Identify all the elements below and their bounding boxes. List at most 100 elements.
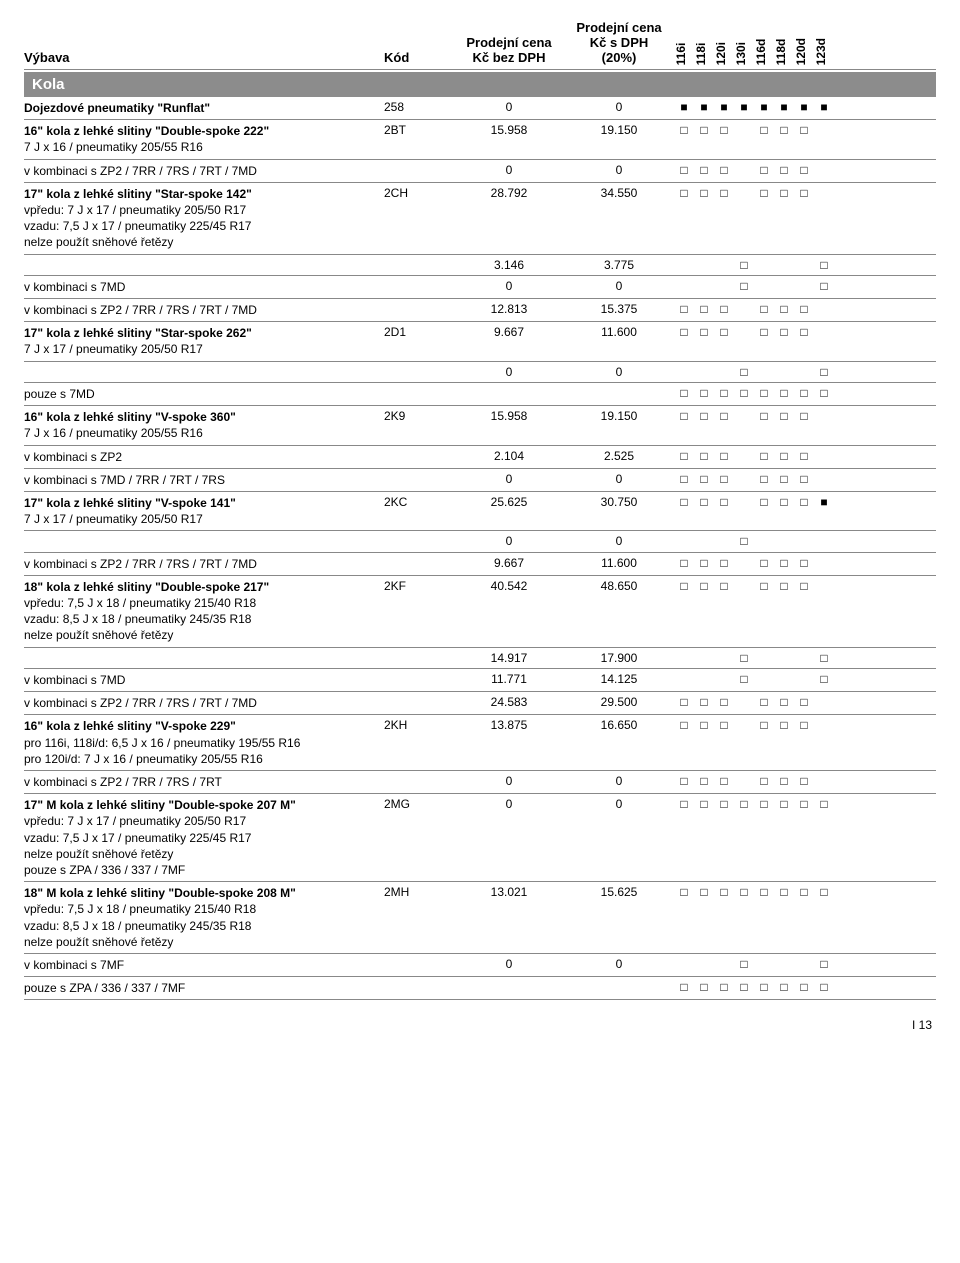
availability-mark (714, 258, 734, 272)
availability-mark (714, 797, 734, 811)
availability-mark (734, 797, 754, 811)
availability-mark (774, 186, 794, 200)
availability-mark (674, 957, 694, 971)
availability-mark (814, 365, 834, 379)
availability-mark (754, 258, 774, 272)
availability-mark (814, 302, 834, 316)
row-code: 2MH (384, 885, 454, 899)
row-description: pouze s 7MD (24, 386, 384, 402)
availability-mark (814, 579, 834, 593)
row-code: 2BT (384, 123, 454, 137)
row-price-exvat: 0 (454, 100, 564, 114)
row-marks (674, 579, 834, 593)
row-price-exvat: 0 (454, 163, 564, 177)
row-marks (674, 495, 834, 509)
availability-mark (814, 534, 834, 548)
availability-mark (674, 797, 694, 811)
availability-mark (694, 579, 714, 593)
row-subtext: 7 J x 16 / pneumatiky 205/55 R16 (24, 426, 203, 440)
row-price-exvat: 9.667 (454, 325, 564, 339)
row-price-exvat: 0 (454, 774, 564, 788)
row-subtext: v kombinaci s 7MD (24, 280, 125, 294)
table-row: pouze s ZPA / 336 / 337 / 7MF (24, 977, 936, 1000)
table-row: v kombinaci s 7MD11.77114.125 (24, 669, 936, 692)
table-row: 18" kola z lehké slitiny "Double-spoke 2… (24, 576, 936, 648)
availability-mark (794, 163, 814, 177)
availability-mark (734, 163, 754, 177)
availability-mark (714, 534, 734, 548)
row-price-exvat: 15.958 (454, 409, 564, 423)
availability-mark (814, 409, 834, 423)
availability-mark (734, 980, 754, 994)
availability-mark (674, 100, 694, 114)
availability-mark (814, 100, 834, 114)
table-row: v kombinaci s ZP2 / 7RR / 7RS / 7RT / 7M… (24, 299, 936, 322)
availability-mark (814, 718, 834, 732)
availability-mark (714, 495, 734, 509)
row-description: pouze s ZPA / 336 / 337 / 7MF (24, 980, 384, 996)
row-marks (674, 409, 834, 423)
row-marks (674, 885, 834, 899)
row-price-incvat: 16.650 (564, 718, 674, 732)
row-title: 18" kola z lehké slitiny "Double-spoke 2… (24, 580, 269, 594)
availability-mark (774, 100, 794, 114)
row-description: v kombinaci s ZP2 (24, 449, 384, 465)
row-price-exvat: 25.625 (454, 495, 564, 509)
model-col: 123d (814, 36, 834, 65)
row-marks (674, 365, 834, 379)
availability-mark (754, 695, 774, 709)
availability-mark (674, 556, 694, 570)
row-marks (674, 957, 834, 971)
availability-mark (694, 651, 714, 665)
table-row: 14.91717.900 (24, 648, 936, 669)
availability-mark (754, 472, 774, 486)
availability-mark (694, 672, 714, 686)
row-price-incvat: 14.125 (564, 672, 674, 686)
availability-mark (754, 885, 774, 899)
row-price-exvat: 13.021 (454, 885, 564, 899)
availability-mark (694, 325, 714, 339)
availability-mark (674, 980, 694, 994)
row-code: 2CH (384, 186, 454, 200)
table-row: v kombinaci s ZP2 / 7RR / 7RS / 7RT00 (24, 771, 936, 794)
availability-mark (754, 302, 774, 316)
row-marks (674, 100, 834, 114)
availability-mark (694, 472, 714, 486)
availability-mark (674, 449, 694, 463)
row-price-incvat: 3.775 (564, 258, 674, 272)
row-price-exvat: 13.875 (454, 718, 564, 732)
availability-mark (814, 123, 834, 137)
availability-mark (814, 651, 834, 665)
model-col: 120i (714, 36, 734, 65)
row-description: 17" kola z lehké slitiny "Star-spoke 142… (24, 186, 384, 251)
row-description: 17" kola z lehké slitiny "Star-spoke 262… (24, 325, 384, 357)
row-price-exvat: 15.958 (454, 123, 564, 137)
header-vybava: Výbava (24, 50, 384, 65)
availability-mark (674, 302, 694, 316)
availability-mark (774, 386, 794, 400)
availability-mark (694, 797, 714, 811)
availability-mark (814, 386, 834, 400)
table-row: v kombinaci s ZP22.1042.525 (24, 446, 936, 469)
availability-mark (714, 279, 734, 293)
availability-mark (814, 695, 834, 709)
availability-mark (774, 885, 794, 899)
availability-mark (754, 718, 774, 732)
row-subtext: pouze s 7MD (24, 387, 95, 401)
row-subtext: vpředu: 7 J x 17 / pneumatiky 205/50 R17… (24, 814, 251, 877)
availability-mark (814, 186, 834, 200)
availability-mark (754, 774, 774, 788)
row-title: 18" M kola z lehké slitiny "Double-spoke… (24, 886, 296, 900)
availability-mark (794, 885, 814, 899)
table-row: 00 (24, 531, 936, 552)
availability-mark (694, 885, 714, 899)
availability-mark (814, 495, 834, 509)
availability-mark (774, 365, 794, 379)
row-price-incvat: 11.600 (564, 325, 674, 339)
availability-mark (754, 409, 774, 423)
row-marks (674, 279, 834, 293)
row-price-incvat: 19.150 (564, 123, 674, 137)
model-col: 130i (734, 36, 754, 65)
availability-mark (774, 980, 794, 994)
row-subtext: v kombinaci s ZP2 / 7RR / 7RS / 7RT / 7M… (24, 164, 257, 178)
